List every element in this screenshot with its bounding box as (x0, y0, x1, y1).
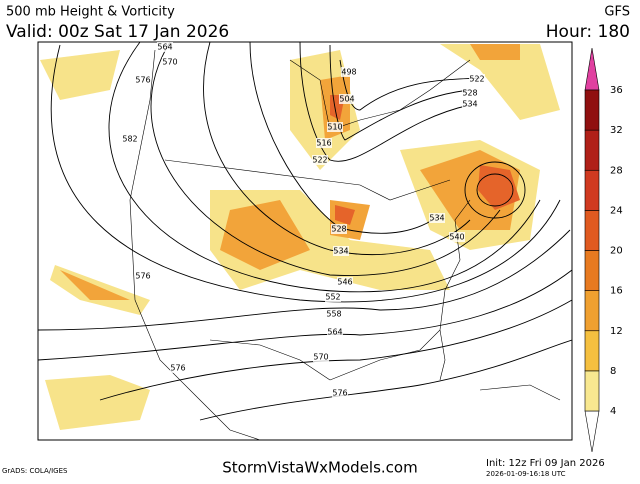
contour-label: 534 (429, 214, 444, 223)
contour-label: 528 (462, 89, 477, 98)
boundaries (129, 49, 561, 440)
valid-time: Valid: 00z Sat 17 Jan 2026 (6, 22, 229, 42)
contour-label: 582 (122, 135, 137, 144)
contour-label: 540 (449, 233, 464, 242)
colorbar-segment (584, 290, 600, 332)
colorbar-tick-label: 20 (610, 246, 623, 257)
contour-label: 522 (469, 75, 484, 84)
colorbar-segment (584, 129, 600, 171)
colorbar-tick-label: 12 (610, 326, 623, 337)
contour-label: 534 (462, 100, 477, 109)
label-bg (449, 232, 465, 242)
label-bg (316, 138, 332, 148)
label-bg (462, 88, 478, 98)
contour-label: 576 (332, 389, 347, 398)
title: 500 mb Height & Vorticity (6, 5, 175, 20)
map-area (37, 41, 573, 441)
contour-label: 546 (337, 278, 352, 287)
label-bg (135, 271, 151, 281)
contour-label: 510 (327, 123, 342, 132)
forecast-hour: Hour: 180 (546, 22, 630, 42)
label-bg (337, 277, 353, 287)
contour-label: 570 (162, 58, 177, 67)
label-bg (313, 352, 329, 362)
site: StormVistaWxModels.com (222, 459, 417, 477)
contour-label: 570 (313, 353, 328, 362)
model: GFS (604, 5, 630, 20)
label-bg (469, 74, 485, 84)
contour-label: 498 (341, 68, 356, 77)
contour-label: 558 (326, 310, 341, 319)
colorbar-tick-label: 28 (610, 165, 623, 176)
contour-labels: 564 570 576 582 576 498 504 510 516 522 522 528 534 5… (122, 42, 485, 398)
colorbar-top (584, 47, 600, 91)
init-time: Init: 12z Fri 09 Jan 2026 (486, 458, 605, 469)
colorbar-segment (584, 330, 600, 372)
colorbar-segment (584, 370, 600, 412)
label-bg (333, 246, 349, 256)
label-bg (325, 292, 341, 302)
timestamp: 2026-01-09-16:18 UTC (486, 470, 566, 478)
contour-label: 564 (327, 328, 342, 337)
label-bg (462, 99, 478, 109)
colorbar-segment (584, 169, 600, 211)
colorbar-tick-label: 32 (610, 125, 623, 136)
label-bg (332, 388, 348, 398)
colorbar-tick-label: 8 (610, 366, 616, 377)
colorbar-segment (584, 89, 600, 131)
label-bg (122, 134, 138, 144)
contour-label: 534 (333, 247, 348, 256)
label-bg (312, 155, 328, 165)
height-contours (38, 42, 572, 421)
colorbar-tick-label: 24 (610, 205, 623, 216)
label-bg (135, 75, 151, 85)
label-bg (429, 213, 445, 223)
contour-label: 552 (325, 293, 340, 302)
label-bg (339, 94, 355, 104)
colorbar-segment (584, 210, 600, 251)
colorbar-tick-label: 36 (610, 85, 623, 96)
colorbar-tick-label: 16 (610, 286, 623, 297)
contour-label: 504 (339, 95, 354, 104)
label-bg (162, 57, 178, 67)
colorbar-tick-label: 4 (610, 406, 616, 417)
label-bg (341, 67, 357, 77)
label-bg (327, 327, 343, 337)
label-bg (326, 309, 342, 319)
label-bg (327, 122, 343, 132)
credit: GrADS: COLA/IGES (2, 467, 68, 475)
label-bg (331, 224, 347, 234)
colorbar: 4 8 12 16 20 24 28 32 36 (584, 47, 623, 453)
contour-label: 528 (331, 225, 346, 234)
contour-label: 576 (170, 364, 185, 373)
contour-label: 522 (312, 156, 327, 165)
label-bg (157, 42, 173, 52)
contour-label: 564 (157, 43, 172, 52)
label-bg (170, 363, 186, 373)
colorbar-bottom (584, 410, 600, 453)
contour-label: 516 (316, 139, 331, 148)
contour-label: 576 (135, 76, 150, 85)
contour-label: 576 (135, 272, 150, 281)
colorbar-segment (584, 250, 600, 291)
